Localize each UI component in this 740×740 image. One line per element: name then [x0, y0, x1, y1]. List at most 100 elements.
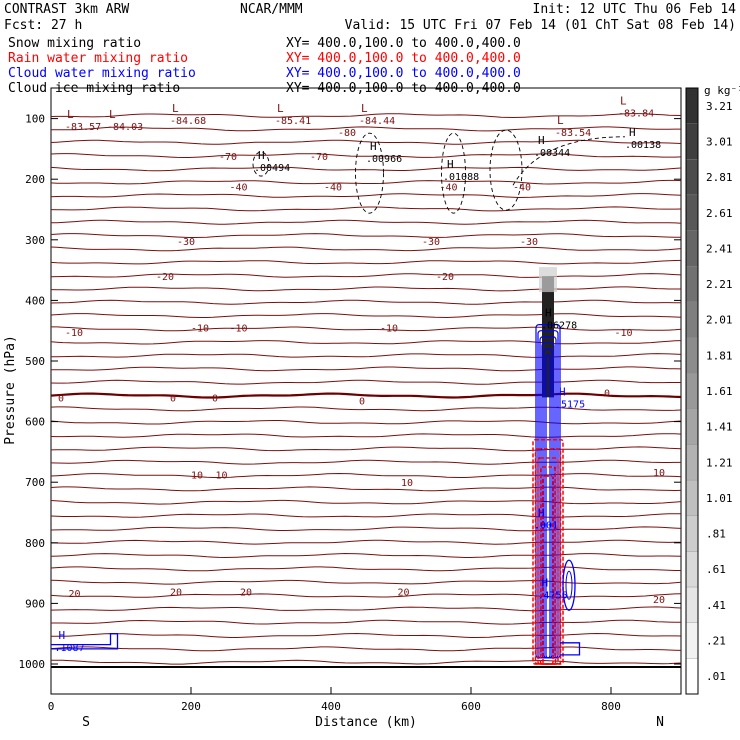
- y-tick-label: 800: [25, 537, 45, 550]
- y-tick-label: 900: [25, 597, 45, 610]
- snow-column-top: [539, 267, 557, 293]
- colorbar-swatch: [685, 266, 699, 303]
- isotherm-label: -10: [615, 328, 633, 339]
- isotherm-line: [50, 206, 682, 212]
- high-marker: H: [559, 385, 566, 398]
- colorbar-frame: [685, 87, 699, 695]
- isotherm-label: -84.03: [107, 122, 143, 133]
- isotherm-line: [50, 459, 681, 465]
- y-axis-label: Pressure (hPa): [3, 335, 18, 445]
- isotherm-line: [50, 646, 682, 652]
- isotherm-label: -85.41: [275, 116, 311, 127]
- high-marker: H: [370, 140, 377, 153]
- plot-frame: [50, 87, 682, 695]
- isotherm-line: [50, 233, 681, 238]
- colorbar-label: 2.61: [706, 207, 733, 220]
- isotherm-label: -83.84: [618, 109, 654, 120]
- low-marker: L: [67, 108, 74, 121]
- isotherm-line: [50, 139, 682, 145]
- isotherm-line: [51, 659, 682, 665]
- maximum-value-label: .00966: [366, 154, 402, 165]
- isotherm-line: [51, 366, 682, 372]
- colorbar-swatch: [685, 337, 699, 374]
- isotherm-labels: L-83.57L-84.03L-84.68L-85.41-80L-84.44 L-…: [58, 95, 665, 607]
- colorbar-label: 3.01: [706, 135, 733, 148]
- isotherm-label: -40: [230, 182, 248, 193]
- rain-contour: [542, 475, 554, 665]
- low-marker: L: [620, 95, 627, 108]
- isotherm-line: [50, 153, 682, 158]
- isotherm-label: -83.54: [555, 128, 591, 139]
- header-center-title: NCAR/MMM: [240, 2, 303, 17]
- colorbar-swatch: [685, 658, 699, 695]
- isotherm-line: [50, 472, 682, 478]
- high-marker: H: [629, 126, 636, 139]
- y-tick-label: 700: [25, 476, 45, 489]
- header-valid: Valid: 15 UTC Fri 07 Feb 14 (01 ChT Sat …: [345, 18, 736, 33]
- isotherm-line: [51, 353, 682, 358]
- isotherm-line: [50, 406, 682, 412]
- isotherm-line: [51, 326, 682, 332]
- isotherm-line: [50, 379, 681, 385]
- x-tick-label: 200: [181, 700, 201, 713]
- isotherm-label: -84.44: [359, 116, 395, 127]
- x-tick-label: 800: [601, 700, 621, 713]
- isotherm-label: -30: [177, 237, 195, 248]
- cloud-water-contour: [545, 354, 551, 659]
- colorbar-swatch: [685, 479, 699, 516]
- y-tick-label: 400: [25, 294, 45, 307]
- isotherm-line: [50, 273, 682, 278]
- colorbar: g kg⁻¹ 3.21 3.01 2.81 2.61 2.41 2.21 2.01 1.81 1…: [685, 84, 740, 695]
- legend-xy-rain: XY= 400.0,100.0 to 400.0,400.0: [286, 51, 521, 66]
- header-fcst: Fcst: 27 h: [4, 18, 82, 33]
- cloud-ice-contour: [252, 151, 270, 177]
- y-tick-label: 500: [25, 355, 45, 368]
- high-marker: H: [538, 507, 545, 520]
- isotherm-line: [50, 313, 682, 319]
- isotherm-line: [50, 126, 681, 132]
- isotherm-label: -70: [219, 152, 237, 163]
- isotherm-label: -40: [440, 182, 458, 193]
- hydrometeor-contours: [51, 129, 626, 665]
- isotherm-line: [50, 113, 682, 119]
- isotherm-line: [50, 433, 682, 438]
- isotherm-label: 0: [212, 393, 218, 404]
- maximum-value-label: .001: [534, 521, 558, 532]
- isotherm-label: -84.68: [170, 116, 206, 127]
- isotherm-label: 20: [170, 587, 182, 598]
- colorbar-label: 2.21: [706, 278, 733, 291]
- cloud-ice-contour: [441, 132, 466, 214]
- cloud-ice-contour: [489, 129, 523, 211]
- isotherm-line: [50, 539, 681, 545]
- isotherm-line: [50, 593, 682, 598]
- isotherm-label: 10: [216, 470, 228, 481]
- isotherm-line: [50, 579, 682, 585]
- header-left-title: CONTRAST 3km ARW: [4, 2, 129, 17]
- colorbar-label: 2.81: [706, 171, 733, 184]
- colorbar-label: .01: [706, 670, 726, 683]
- y-tick-label: 300: [25, 234, 45, 247]
- isotherm-line: [50, 566, 681, 572]
- isotherm-label: -10: [230, 324, 248, 335]
- isotherm-line: [50, 420, 682, 425]
- legend-label-snow: Snow mixing ratio: [8, 36, 141, 51]
- isotherm-line: [50, 446, 682, 452]
- cloud-water-cell: [562, 559, 576, 611]
- isotherm-line: [50, 193, 682, 199]
- low-marker: L: [361, 102, 368, 115]
- isotherm-line: [50, 513, 682, 518]
- isotherm-line: [50, 552, 682, 559]
- maximum-value-label: .1087: [55, 643, 85, 654]
- colorbar-label: .81: [706, 528, 726, 541]
- isotherm-label: 0: [359, 396, 365, 407]
- x-end-label-north: N: [656, 715, 664, 730]
- cloud-water-cell: [51, 633, 119, 650]
- colorbar-swatch: [685, 622, 699, 659]
- colorbar-swatch: [685, 408, 699, 445]
- isotherm-label: 10: [401, 478, 413, 489]
- colorbar-swatch: [685, 444, 699, 481]
- colorbar-swatch: [685, 87, 699, 124]
- colorbar-label: 3.21: [706, 100, 733, 113]
- cloud-water-cell: [565, 570, 573, 600]
- colorbar-label: .41: [706, 599, 726, 612]
